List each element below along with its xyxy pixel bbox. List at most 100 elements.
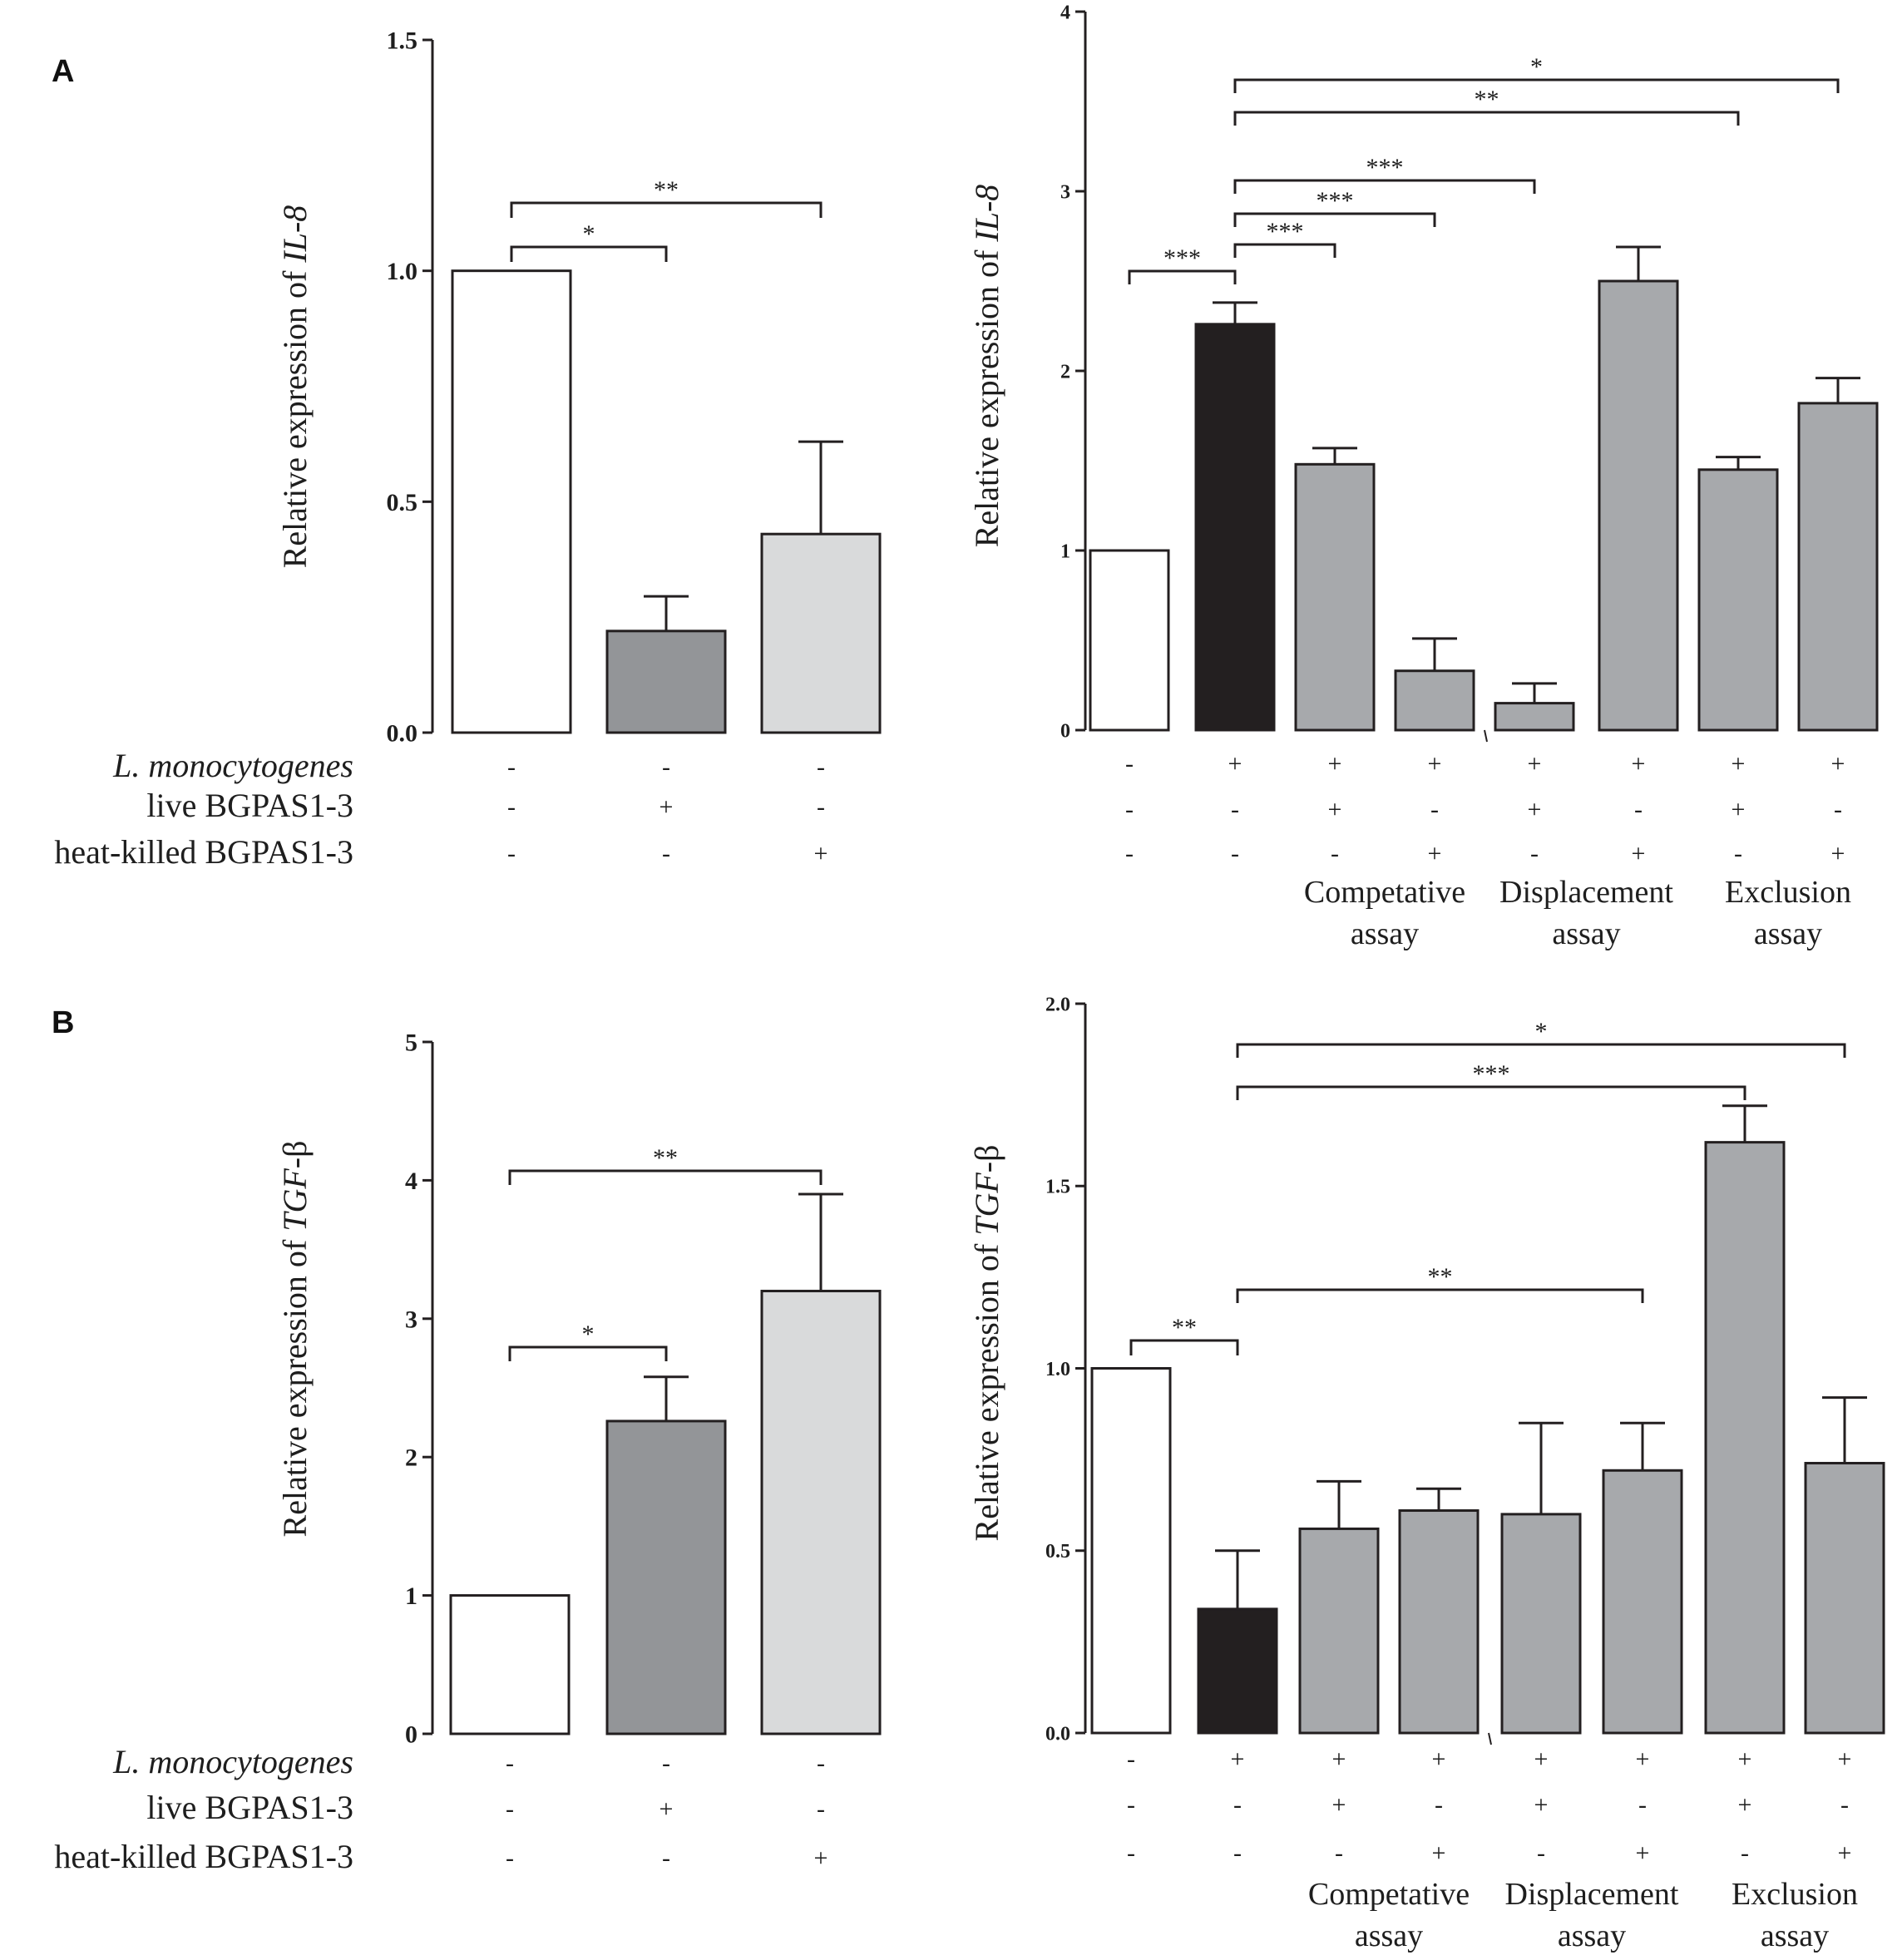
condition-symbol: +	[1328, 750, 1342, 778]
bar-4	[1394, 669, 1475, 732]
significance-label: **	[1475, 86, 1499, 113]
y-axis-label-gene: IL-8	[276, 205, 314, 264]
significance-bracket	[1129, 1339, 1239, 1355]
condition-symbol: +	[1632, 840, 1646, 867]
condition-symbol: -	[662, 753, 670, 781]
condition-symbol: +	[1428, 750, 1442, 778]
panel-label-b: B	[52, 1005, 74, 1040]
y-tick-label: 1.0	[387, 258, 418, 285]
condition-symbol: -	[662, 1844, 670, 1872]
condition-symbol: -	[1125, 796, 1134, 823]
significance-label: *	[582, 1321, 595, 1348]
y-axis-label: Relative expression of IL-8	[968, 185, 1005, 548]
condition-symbol: -	[506, 1750, 514, 1777]
y-tick-label: 0.0	[387, 720, 418, 748]
significance-bracket	[1233, 78, 1840, 93]
y-tick-label: 0	[405, 1721, 417, 1749]
y-axis-label-suffix: -β	[276, 1141, 314, 1169]
bar-8	[1797, 402, 1879, 732]
assay-group-sublabel: assay	[1552, 916, 1620, 951]
condition-symbol: -	[1638, 1791, 1647, 1819]
y-tick-label: 0	[1060, 720, 1070, 742]
y-tick-label: 4	[1060, 2, 1070, 23]
y-axis-label: Relative expression of TGF-β	[276, 1141, 314, 1538]
bar-5	[1494, 702, 1575, 732]
condition-symbol: -	[1125, 750, 1134, 778]
significance-bracket	[1233, 111, 1740, 126]
condition-symbol: +	[814, 840, 828, 867]
condition-symbol: -	[662, 840, 670, 867]
assay-group-sublabel: assay	[1558, 1918, 1626, 1953]
y-tick-label: 2	[405, 1444, 417, 1472]
condition-symbol: +	[660, 1795, 674, 1823]
significance-bracket	[1236, 1085, 1746, 1100]
assay-group-sublabel: assay	[1761, 1918, 1829, 1953]
condition-symbol: -	[1231, 840, 1239, 867]
significance-bracket	[1233, 179, 1536, 194]
assay-group-label: Displacement	[1505, 1877, 1679, 1912]
condition-symbol: +	[1831, 840, 1845, 867]
y-axis-label-gene: IL-8	[968, 185, 1005, 243]
condition-symbol: +	[1838, 1839, 1852, 1867]
significance-label: **	[1172, 1314, 1197, 1341]
significance-label: **	[653, 1144, 678, 1172]
condition-symbol: +	[1636, 1745, 1650, 1773]
condition-symbol: -	[1233, 1839, 1242, 1867]
y-tick-label: 1	[405, 1582, 417, 1610]
y-axis-label-gene: TGF	[276, 1168, 314, 1232]
bar-3	[1298, 1527, 1380, 1735]
bar-6	[1598, 279, 1679, 732]
assay-group-sublabel: assay	[1355, 1918, 1423, 1953]
bar-1	[1089, 549, 1170, 732]
assay-group-sublabel: assay	[1754, 916, 1822, 951]
condition-symbol: +	[1332, 1745, 1346, 1773]
condition-symbol: +	[1528, 750, 1542, 778]
y-axis-label-prefix: Relative expression of	[968, 1236, 1005, 1542]
y-tick-label: 0.5	[1045, 1541, 1070, 1563]
y-axis-label: Relative expression of TGF-β	[968, 1145, 1005, 1542]
condition-symbol: -	[1335, 1839, 1343, 1867]
condition-symbol: +	[1636, 1839, 1650, 1867]
y-tick-label: 2	[1060, 361, 1070, 383]
condition-symbol: -	[506, 1795, 514, 1823]
y-axis-label-prefix: Relative expression of	[276, 1232, 314, 1538]
significance-label: ***	[1317, 187, 1354, 215]
bar-2	[1197, 1607, 1278, 1735]
condition-symbol: +	[1732, 750, 1746, 778]
condition-symbol: -	[817, 1795, 825, 1823]
condition-symbol: +	[1632, 750, 1646, 778]
bar-8	[1804, 1462, 1885, 1735]
significance-label: *	[1535, 1018, 1548, 1045]
bar-2	[605, 1419, 727, 1735]
condition-symbol: -	[1834, 796, 1842, 823]
condition-symbol: -	[1127, 1745, 1135, 1773]
bar-3	[1294, 462, 1376, 732]
condition-symbol: +	[1738, 1745, 1752, 1773]
condition-symbol: -	[662, 1750, 670, 1777]
condition-symbol: -	[1233, 1791, 1242, 1819]
condition-symbol: -	[1435, 1791, 1443, 1819]
condition-symbol: -	[1741, 1839, 1749, 1867]
condition-symbol: -	[817, 753, 825, 781]
y-axis-label-prefix: Relative expression of	[276, 263, 314, 569]
condition-symbol: -	[1734, 840, 1742, 867]
assay-group-label: Competative	[1308, 1877, 1470, 1912]
condition-symbol: -	[1840, 1791, 1849, 1819]
bar-6	[1602, 1469, 1683, 1735]
assay-group-label: Exclusion	[1725, 875, 1851, 910]
significance-label: **	[1428, 1263, 1453, 1291]
condition-symbol: -	[1125, 840, 1134, 867]
y-tick-label: 1	[1060, 541, 1070, 562]
bar-3	[760, 1290, 882, 1735]
bar-2	[605, 629, 727, 734]
panel-label-a: A	[52, 54, 74, 89]
assay-group-sublabel: assay	[1351, 916, 1419, 951]
condition-row-label: L. monocytogenes	[112, 1743, 353, 1780]
condition-symbol: +	[814, 1844, 828, 1872]
significance-bracket	[508, 1169, 823, 1185]
condition-symbol: -	[1634, 796, 1643, 823]
chart-b-right-tgfb: 0.0 0.5 1.0 1.5 2.0 Relative expression of TG…	[968, 994, 1885, 1953]
bar-1	[1090, 1367, 1172, 1735]
